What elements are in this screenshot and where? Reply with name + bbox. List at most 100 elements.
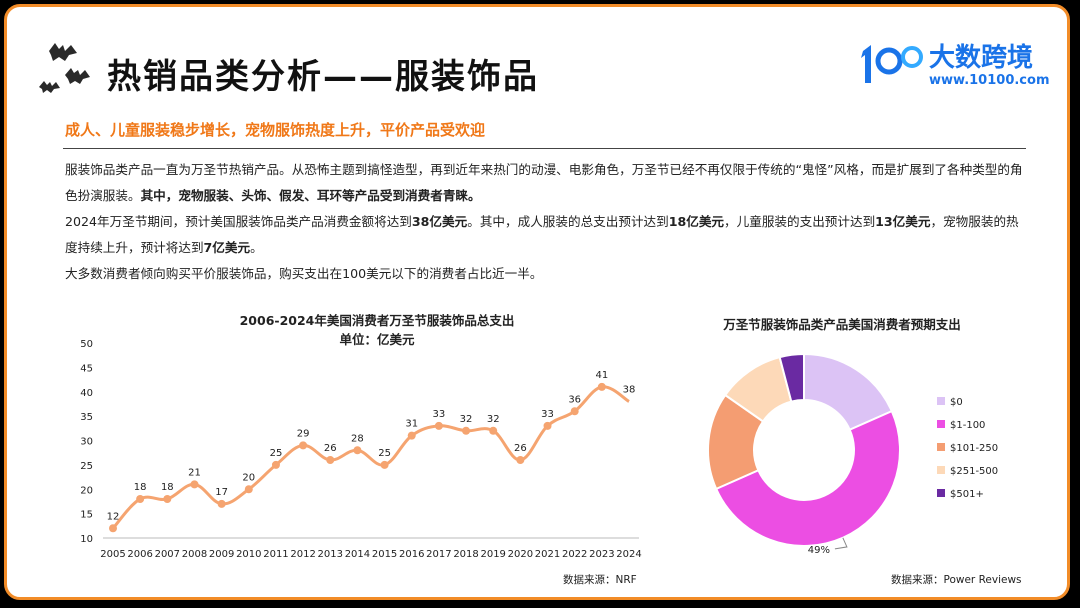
donut-chart-source: 数据来源：Power Reviews (891, 574, 1022, 586)
data-label: 33 (541, 409, 554, 420)
data-point (516, 456, 525, 464)
x-tick-label: 2014 (345, 549, 370, 560)
data-point (597, 382, 606, 391)
data-point (489, 426, 498, 435)
bat-icon (39, 43, 90, 93)
data-point (434, 421, 443, 430)
legend-swatch (937, 489, 945, 497)
line-chart-title: 2006-2024年美国消费者万圣节服装饰品总支出 单位：亿美元 (187, 310, 567, 348)
data-label: 20 (242, 472, 255, 483)
data-label: 41 (595, 370, 608, 381)
paragraph-3: 大多数消费者倾向购买平价服装饰品，购买支出在100美元以下的消费者占比近一半。 (65, 266, 543, 281)
brand-logo: 大数跨境 www.10100.com (859, 37, 1059, 93)
data-label: 32 (460, 414, 473, 425)
legend-label: $101-250 (950, 443, 998, 454)
x-tick-label: 2017 (426, 549, 451, 560)
data-label: 36 (568, 394, 581, 405)
x-tick-label: 2018 (453, 549, 478, 560)
legend-swatch (937, 466, 945, 474)
data-label: 38 (623, 385, 636, 396)
slice-label: 49% (808, 545, 830, 556)
data-label: 17 (215, 487, 228, 498)
y-tick-label: 25 (80, 461, 93, 472)
data-label: 18 (134, 482, 147, 493)
data-label: 26 (514, 443, 527, 454)
brand-mark-icon (861, 45, 923, 83)
x-tick-label: 2013 (318, 549, 343, 560)
x-tick-label: 2022 (562, 549, 587, 560)
data-point (109, 524, 117, 533)
body-text: 服装饰品类产品一直为万圣节热销产品。从恐怖主题到搞怪造型，再到近年来热门的动漫、… (65, 157, 1025, 287)
p2-text-g: ，宠物服装的热度持续上升，预计将达到 (65, 214, 1019, 255)
data-point (407, 431, 416, 440)
data-point (543, 421, 552, 430)
x-tick-label: 2016 (399, 549, 424, 560)
y-tick-label: 50 (80, 339, 93, 350)
data-point (299, 441, 308, 450)
y-tick-label: 35 (80, 412, 93, 423)
brand-url: www.10100.com (929, 73, 1050, 88)
y-tick-label: 30 (80, 437, 93, 448)
x-tick-label: 2008 (182, 549, 207, 560)
data-point (190, 480, 199, 489)
x-tick-label: 2020 (508, 549, 533, 560)
data-label: 25 (378, 448, 391, 459)
data-point (462, 426, 471, 435)
x-tick-label: 2012 (290, 549, 315, 560)
data-label: 21 (188, 467, 201, 478)
p2-adult-highlight: 18亿美元 (668, 214, 725, 229)
data-label: 29 (297, 428, 310, 439)
data-point (244, 485, 253, 494)
y-tick-label: 20 (80, 485, 93, 496)
y-tick-label: 45 (80, 363, 93, 374)
legend-swatch (937, 443, 945, 451)
donut-chart-title: 万圣节服装饰品类产品美国消费者预期支出 (723, 317, 961, 332)
data-label: 33 (433, 409, 446, 420)
x-tick-label: 2023 (589, 549, 614, 560)
p2-text-c: 。其中，成人服装的总支出预计达到 (467, 214, 669, 229)
legend-label: $251-500 (950, 466, 998, 477)
paragraph-1-text: 服装饰品类产品一直为万圣节热销产品。从恐怖主题到搞怪造型，再到近年来热门的动漫、… (65, 162, 1023, 203)
legend-label: $1-100 (950, 420, 985, 431)
p2-text-e: ，儿童服装的支出预计达到 (724, 214, 876, 229)
pie-slice (714, 409, 901, 547)
x-tick-label: 2021 (535, 549, 560, 560)
slice-leader-line (834, 537, 848, 550)
y-tick-label: 40 (80, 388, 93, 399)
p2-text-a: 2024年万圣节期间，预计美国服装饰品类产品消费金额将达到 (65, 214, 412, 229)
x-tick-label: 2015 (372, 549, 397, 560)
pie-slice (778, 352, 805, 403)
data-label: 31 (405, 419, 418, 430)
slide: 热销品类分析——服装饰品 大数跨境 www.10100.com 成人、儿童服装稳… (4, 4, 1070, 600)
brand-name: 大数跨境 (929, 43, 1034, 73)
data-point (217, 499, 226, 508)
p2-text-i: 。 (250, 240, 263, 255)
data-label: 12 (107, 511, 120, 522)
donut-chart: 49% $0 $1-100 $101-250 $251-500 $501+ (707, 352, 998, 556)
data-point (570, 407, 579, 416)
x-tick-label: 2010 (236, 549, 261, 560)
data-point (380, 460, 389, 469)
legend-label: $501+ (950, 489, 984, 500)
data-label: 18 (161, 482, 174, 493)
x-tick-label: 2024 (616, 549, 641, 560)
page-title: 热销品类分析——服装饰品 (107, 57, 539, 97)
x-tick-label: 2005 (100, 549, 125, 560)
x-tick-label: 2019 (480, 549, 505, 560)
data-label: 25 (270, 448, 283, 459)
data-point (326, 456, 335, 464)
x-tick-label: 2006 (127, 549, 152, 560)
paragraph-1-highlight: 其中，宠物服装、头饰、假发、耳环等产品受到消费者青睐。 (140, 188, 481, 203)
legend-label: $0 (950, 397, 963, 408)
data-label: 32 (487, 414, 500, 425)
y-tick-label: 10 (80, 534, 93, 545)
p2-pet-highlight: 7亿美元 (203, 240, 251, 255)
data-point (271, 460, 280, 469)
x-tick-label: 2007 (155, 549, 180, 560)
line-chart-source: 数据来源：NRF (563, 574, 637, 586)
data-point (353, 446, 362, 455)
x-tick-label: 2009 (209, 549, 234, 560)
data-label: 26 (324, 443, 337, 454)
divider (63, 148, 1026, 149)
